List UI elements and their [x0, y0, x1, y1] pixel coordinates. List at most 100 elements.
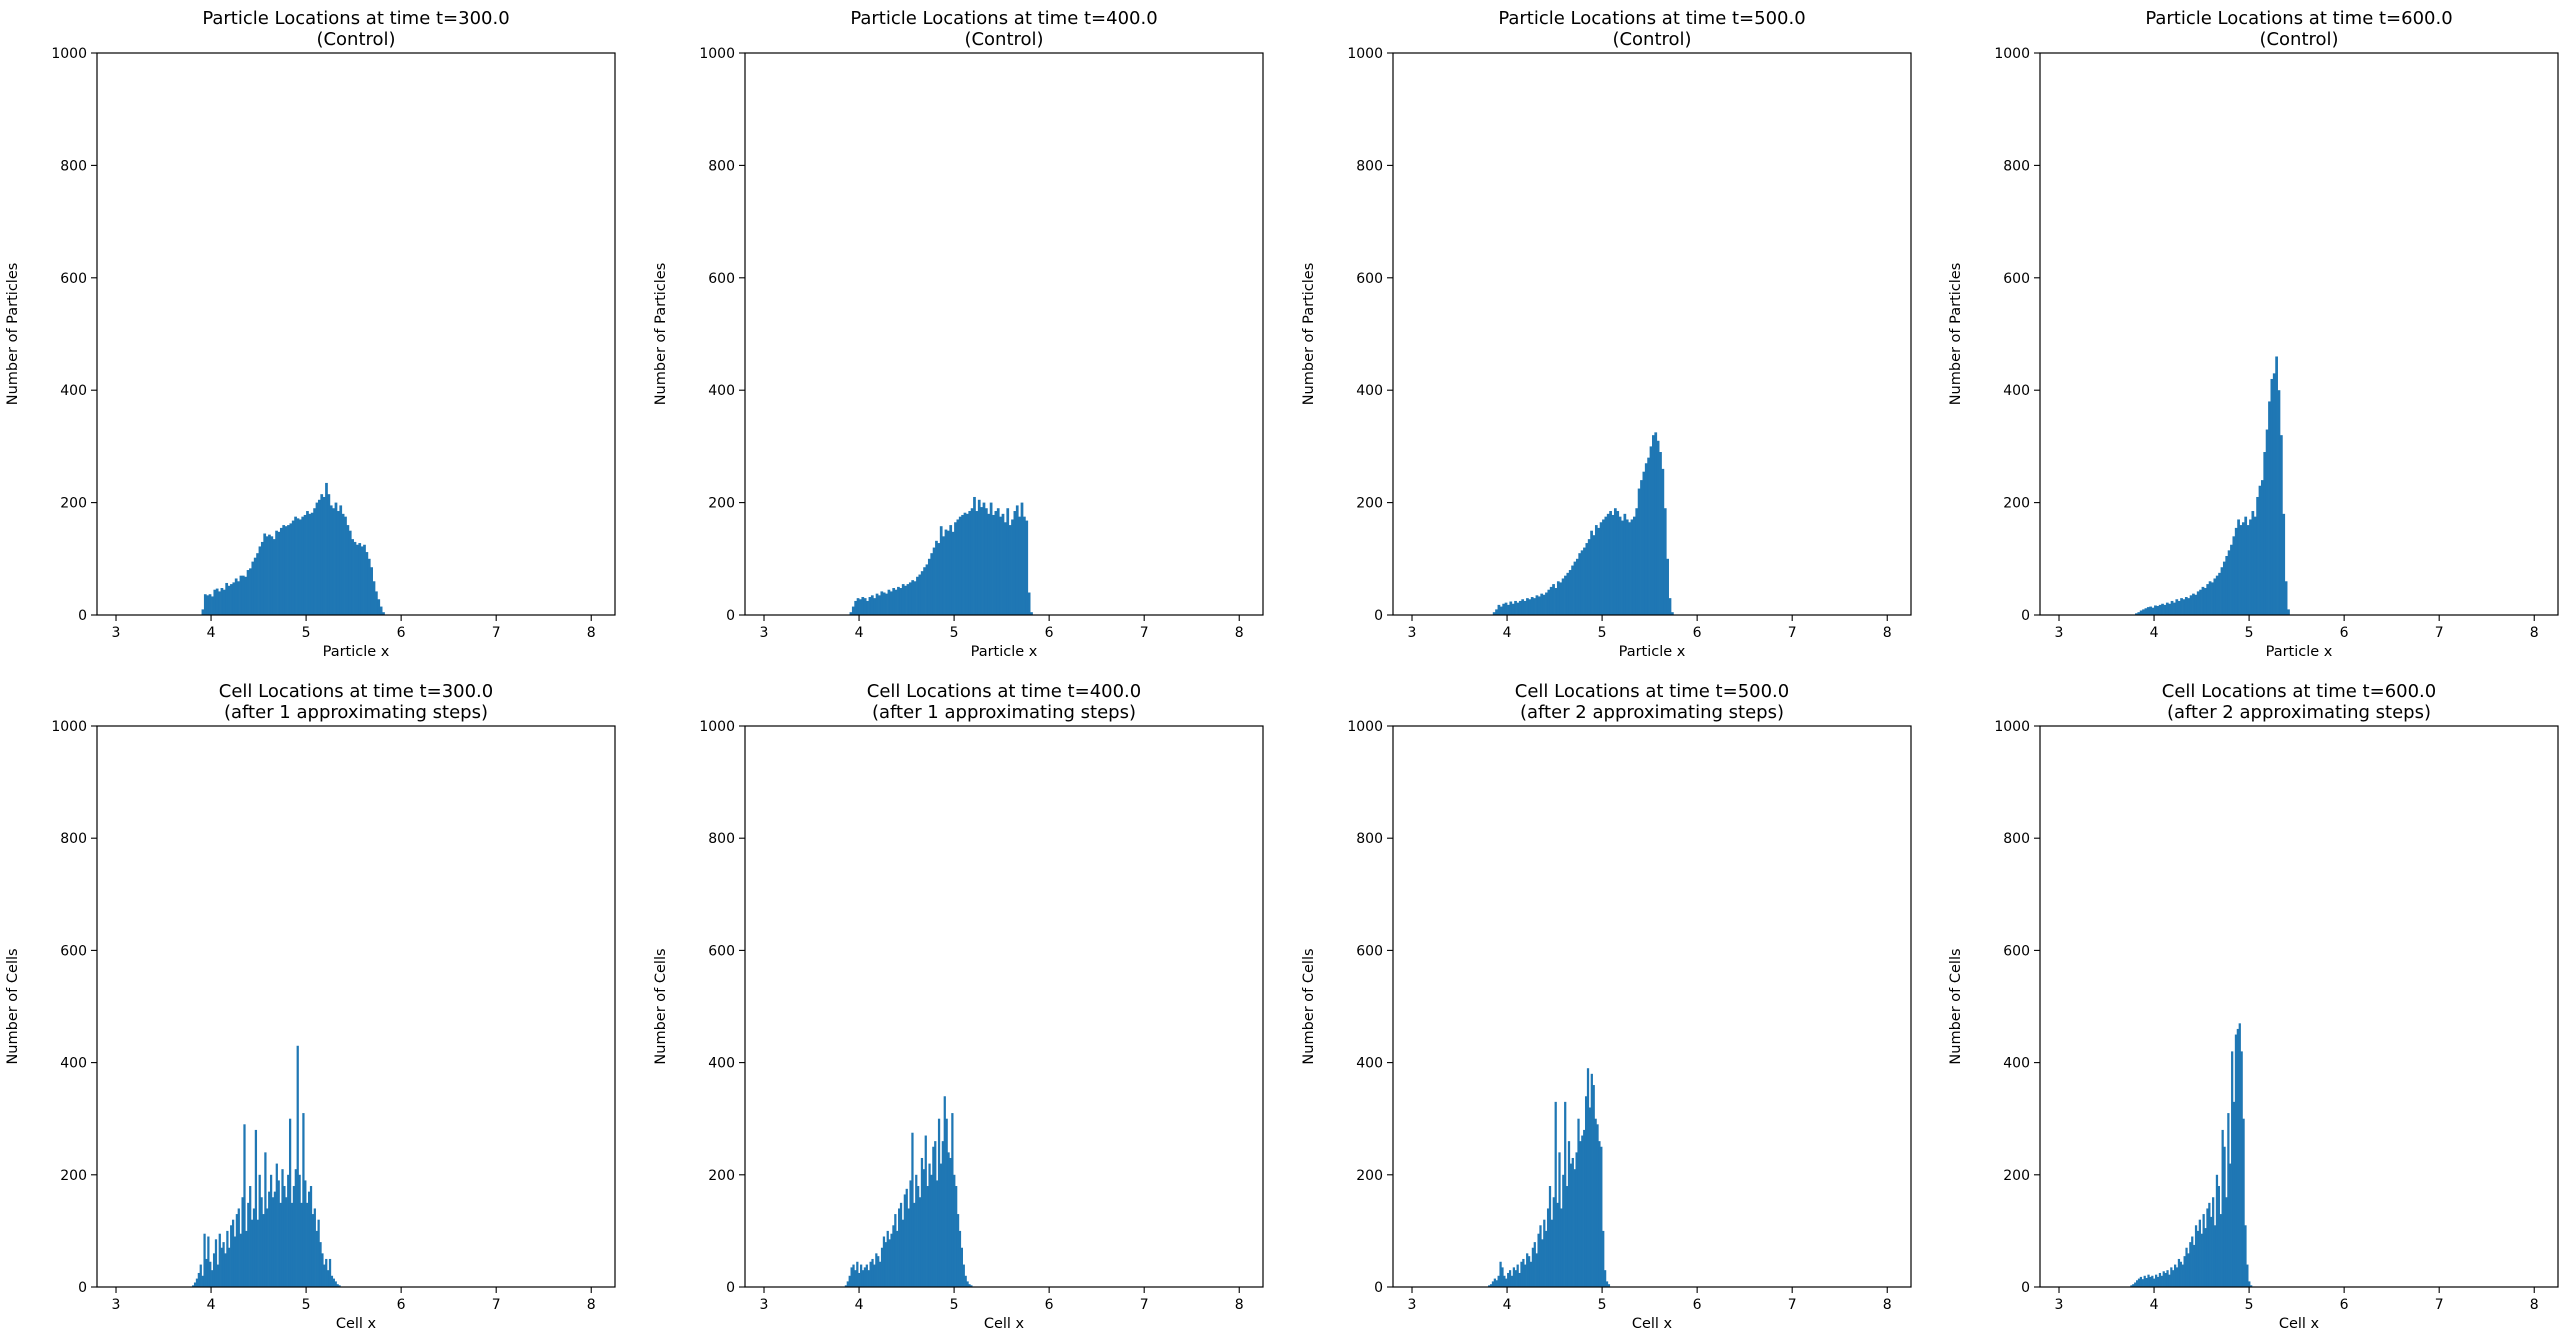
histogram-bar [922, 1169, 925, 1287]
histogram-bar [306, 511, 309, 615]
histogram-bar [2135, 613, 2138, 615]
histogram-bar [1510, 1275, 1514, 1287]
histogram-bar [275, 530, 278, 615]
histogram-bar [2225, 1197, 2228, 1287]
y-tick-label: 800 [60, 831, 87, 847]
histogram-bar [1640, 480, 1643, 615]
histogram-bar [1560, 1208, 1563, 1287]
histogram-bar [2238, 1023, 2241, 1287]
x-tick-label: 5 [2245, 1297, 2254, 1313]
histogram-bar [2200, 1233, 2203, 1287]
histogram-bar [885, 593, 888, 615]
y-axis-label: Number of Particles [1948, 263, 1964, 406]
histogram-bar [2177, 1258, 2181, 1287]
x-tick-label: 6 [1045, 1297, 1054, 1313]
histogram-bar [980, 507, 983, 615]
histogram-bar [858, 1272, 861, 1287]
histogram-bar [2132, 1284, 2135, 1287]
histogram-bar [2173, 602, 2176, 615]
histogram-bar [1616, 511, 1620, 615]
histogram-bar [272, 539, 276, 615]
histogram-bar [2287, 609, 2290, 615]
y-tick-label: 800 [2003, 158, 2030, 174]
histogram-bar [2180, 598, 2183, 615]
x-tick-label: 6 [2340, 625, 2349, 641]
histogram-bar [2164, 1272, 2167, 1287]
histogram-bar [1628, 522, 1631, 615]
histogram-bar [315, 502, 319, 615]
histogram-bar [2215, 1174, 2219, 1287]
histogram-bar [1488, 1285, 1491, 1287]
histogram-bar [850, 1267, 853, 1287]
histogram-bar [2137, 1278, 2141, 1287]
histogram-bar [2231, 1051, 2234, 1287]
histogram-bar [2239, 525, 2243, 615]
x-axis-label: Particle x [1619, 644, 1686, 660]
histogram-bar [313, 508, 316, 615]
histogram-bar [1533, 1242, 1536, 1287]
x-tick-label: 7 [2435, 1297, 2444, 1313]
axes-frame [1392, 725, 1912, 1288]
histogram-bar [1516, 602, 1520, 615]
histogram-bar [237, 1208, 240, 1287]
histogram-bar [884, 1242, 887, 1287]
histogram-bar [313, 1208, 316, 1287]
histogram-bar [317, 1219, 320, 1287]
histogram-bar [2225, 555, 2229, 615]
histogram-bar [975, 511, 979, 615]
histogram-bar [1564, 575, 1567, 615]
histogram-bar [207, 1236, 210, 1287]
histogram-bar [330, 1275, 334, 1287]
histogram-bar [246, 570, 250, 615]
histogram-bar [1597, 527, 1601, 615]
histogram-bar [227, 585, 231, 615]
histogram-bar [1023, 516, 1026, 615]
histogram-bar [235, 1214, 239, 1287]
y-tick-label: 800 [1356, 831, 1383, 847]
histogram-bar [197, 1272, 200, 1287]
x-tick-label: 3 [760, 625, 769, 641]
histogram-bar [1535, 1253, 1538, 1287]
histogram-bar [2149, 1276, 2152, 1287]
chart-title: Cell Locations at time t=400.0 [867, 681, 1141, 702]
histogram-bar [1539, 1225, 1542, 1287]
histogram-bar [1592, 535, 1596, 615]
histogram-bar [851, 606, 855, 615]
histogram-bar [859, 599, 862, 615]
histogram-bar [301, 516, 305, 615]
histogram-bar [237, 581, 240, 615]
histogram-bar [904, 585, 907, 615]
histogram-bar [1535, 595, 1539, 615]
histogram-bar [863, 1267, 867, 1287]
histogram-bar [294, 516, 297, 615]
histogram-bar [2240, 1051, 2243, 1287]
histogram-bar [870, 595, 874, 615]
histogram-bar [2199, 589, 2202, 615]
histogram-bar [1497, 1275, 1500, 1287]
histogram-bar [2244, 1225, 2247, 1287]
histogram-bar [249, 1186, 252, 1287]
histogram-bar [1507, 1272, 1510, 1287]
histogram-bar [1523, 600, 1527, 615]
histogram-bar [871, 1258, 874, 1287]
histogram-bar [894, 1214, 897, 1287]
histogram-bar [1598, 1141, 1601, 1287]
histogram-bar [201, 609, 205, 615]
histogram-bar [2249, 519, 2252, 615]
histogram-bar [907, 1208, 910, 1287]
histogram-bar [206, 595, 210, 615]
histogram-bar [875, 1253, 878, 1287]
chart-title: Particle Locations at time t=600.0 [2145, 8, 2452, 29]
histogram-bar [1511, 603, 1515, 615]
x-axis-label: Cell x [336, 1316, 377, 1332]
x-tick-label: 3 [1408, 1297, 1417, 1313]
histogram-bar [1556, 1202, 1559, 1287]
histogram-bar [260, 1197, 263, 1287]
histogram-bar [382, 612, 385, 615]
y-tick-label: 0 [1374, 608, 1383, 624]
histogram-bar [1588, 1107, 1592, 1287]
histogram-bar [2189, 595, 2193, 615]
histogram-bar [363, 544, 366, 615]
histogram-bar [2151, 607, 2155, 615]
histogram-bar [245, 1230, 248, 1287]
